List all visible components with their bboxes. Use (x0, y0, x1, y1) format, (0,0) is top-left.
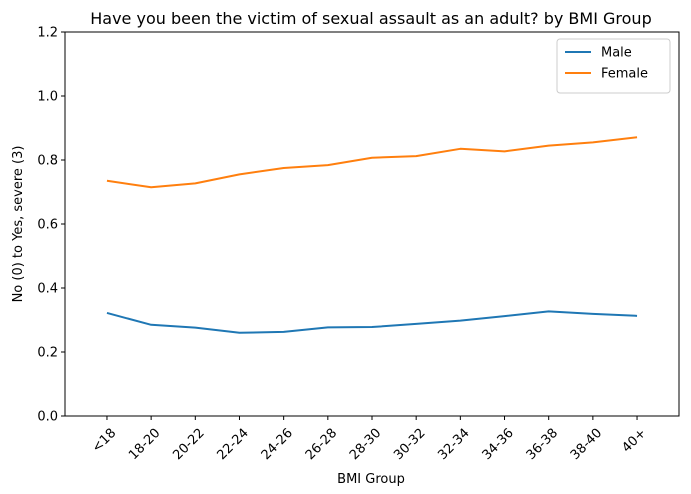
x-tick-label: 28-30 (347, 426, 384, 463)
x-axis-label: BMI Group (337, 472, 405, 487)
y-tick-label: 0.4 (37, 282, 58, 297)
x-tick-label: 26-28 (303, 426, 340, 463)
y-axis-label: No (0) to Yes, severe (3) (11, 146, 26, 303)
legend-label-male: Male (601, 46, 632, 61)
x-tick-label: 34-36 (480, 426, 517, 463)
chart-title: Have you been the victim of sexual assau… (90, 9, 651, 28)
x-tick-label: 22-24 (215, 426, 252, 463)
y-tick-label: 0.2 (37, 346, 58, 361)
x-tick-label: 38-40 (568, 426, 605, 463)
x-tick-label: 20-22 (170, 426, 207, 463)
x-tick-label: 24-26 (259, 426, 296, 463)
x-tick-label: <18 (89, 426, 119, 456)
x-tick-label: 36-38 (524, 426, 561, 463)
x-tick-label: 18-20 (126, 426, 163, 463)
x-tick-label: 32-34 (435, 426, 472, 463)
x-tick-label: 40+ (619, 426, 649, 456)
x-tick-label: 30-32 (391, 426, 428, 463)
y-tick-label: 0.0 (37, 410, 58, 425)
legend-label-female: Female (601, 67, 648, 82)
y-tick-label: 0.8 (37, 154, 58, 169)
y-tick-label: 0.6 (37, 218, 58, 233)
legend: Male Female (556, 38, 671, 94)
series-line-male (106, 310, 638, 334)
y-tick-label: 1.2 (37, 26, 58, 41)
y-tick-label: 1.0 (37, 90, 58, 105)
series-line-female (106, 136, 638, 189)
